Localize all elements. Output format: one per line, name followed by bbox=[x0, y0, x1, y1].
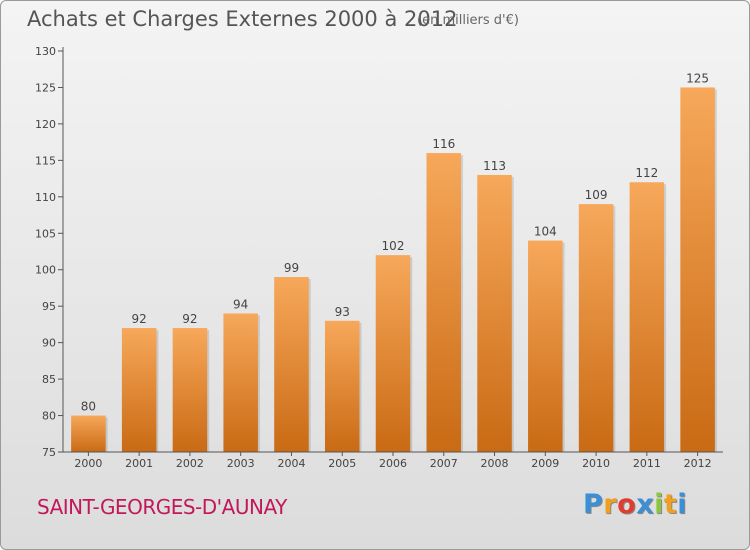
x-tick-label: 2005 bbox=[328, 457, 356, 470]
x-tick-label: 2000 bbox=[74, 457, 102, 470]
y-tick-label: 110 bbox=[35, 191, 56, 204]
bar-value-label: 125 bbox=[686, 71, 709, 85]
logo-letter: P bbox=[583, 489, 604, 520]
x-tick-label: 2006 bbox=[379, 457, 407, 470]
bar bbox=[680, 87, 715, 453]
bar-value-label: 116 bbox=[432, 137, 455, 151]
bar-value-label: 92 bbox=[182, 312, 197, 326]
logo-letter: x bbox=[636, 489, 655, 520]
chart-title: Achats et Charges Externes 2000 à 2012 bbox=[27, 7, 458, 31]
bar-value-label: 112 bbox=[635, 166, 658, 180]
bar bbox=[629, 182, 665, 452]
y-tick-label: 130 bbox=[35, 45, 56, 58]
bar bbox=[375, 255, 411, 452]
x-tick-label: 2009 bbox=[531, 457, 559, 470]
bar bbox=[426, 153, 462, 452]
bar bbox=[528, 240, 563, 452]
y-tick-label: 100 bbox=[35, 264, 56, 277]
logo-letter: o bbox=[617, 489, 637, 520]
bar-value-label: 113 bbox=[483, 159, 506, 173]
y-tick-label: 75 bbox=[42, 446, 56, 459]
bar bbox=[71, 415, 106, 452]
y-tick-label: 80 bbox=[42, 410, 56, 423]
x-tick-label: 2003 bbox=[227, 457, 255, 470]
bar bbox=[121, 328, 157, 452]
bar-value-label: 93 bbox=[335, 305, 350, 319]
y-tick-label: 105 bbox=[35, 227, 56, 240]
y-tick-label: 90 bbox=[42, 337, 56, 350]
commune-name: SAINT-GEORGES-D'AUNAY bbox=[37, 495, 287, 519]
bar bbox=[324, 320, 360, 452]
bar-value-label: 99 bbox=[284, 261, 299, 275]
bar bbox=[274, 277, 309, 452]
chart-unit: (en milliers d'€) bbox=[417, 13, 519, 28]
x-tick-label: 2010 bbox=[582, 457, 610, 470]
logo-letter: i bbox=[654, 489, 664, 520]
x-tick-label: 2002 bbox=[176, 457, 204, 470]
y-tick-label: 85 bbox=[42, 373, 56, 386]
y-tick-label: 95 bbox=[42, 300, 56, 313]
bar-value-label: 104 bbox=[534, 225, 557, 239]
bar bbox=[223, 313, 258, 452]
bar bbox=[578, 204, 614, 452]
bar-value-label: 102 bbox=[382, 239, 405, 253]
bar bbox=[172, 328, 208, 452]
x-tick-label: 2011 bbox=[633, 457, 661, 470]
y-tick-label: 125 bbox=[35, 81, 56, 94]
logo-letter: r bbox=[603, 489, 618, 520]
y-tick-label: 115 bbox=[35, 154, 56, 167]
x-tick-label: 2012 bbox=[684, 457, 712, 470]
logo-letter: i bbox=[677, 489, 688, 520]
bar-value-label: 80 bbox=[81, 400, 96, 414]
bar-value-label: 109 bbox=[585, 188, 608, 202]
x-tick-label: 2008 bbox=[481, 457, 509, 470]
x-tick-label: 2007 bbox=[430, 457, 458, 470]
bar-value-label: 94 bbox=[233, 297, 248, 311]
x-tick-label: 2001 bbox=[125, 457, 153, 470]
logo-letter: t bbox=[663, 489, 678, 520]
bar-value-label: 92 bbox=[132, 312, 147, 326]
bar bbox=[477, 174, 512, 453]
y-tick-label: 120 bbox=[35, 118, 56, 131]
x-tick-label: 2004 bbox=[277, 457, 305, 470]
proxiti-logo: Proxiti bbox=[583, 489, 687, 520]
